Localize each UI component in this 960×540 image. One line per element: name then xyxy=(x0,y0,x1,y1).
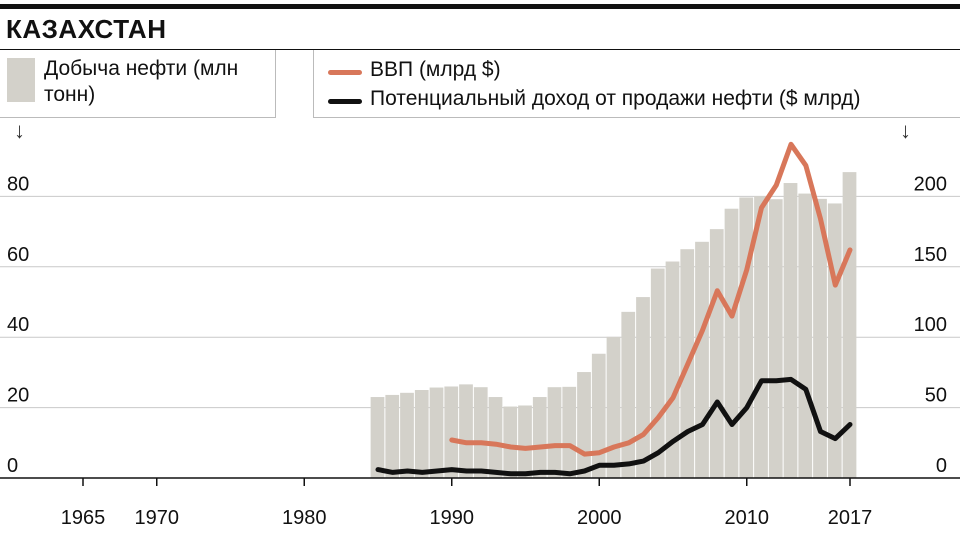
bar-oil-1997 xyxy=(547,387,562,478)
right-tick-label: 0 xyxy=(936,455,947,477)
left-tick-label: 0 xyxy=(7,455,18,477)
x-tick-label: 1965 xyxy=(61,507,106,529)
right-axis-arrow-icon: ↓ xyxy=(900,118,911,143)
right-tick-label: 100 xyxy=(914,314,947,336)
right-tick-label: 200 xyxy=(914,173,947,195)
right-tick-label: 150 xyxy=(914,244,947,266)
x-tick-label: 2000 xyxy=(577,507,622,529)
bar-oil-2008 xyxy=(709,229,724,478)
bar-oil-1987 xyxy=(400,392,414,478)
x-tick-label: 2017 xyxy=(828,507,873,529)
legend-gdp-line xyxy=(328,70,362,75)
bar-oil-2001 xyxy=(606,336,621,478)
bar-oil-1995 xyxy=(518,405,532,478)
x-tick-label: 1980 xyxy=(282,507,327,529)
right-tick-label: 50 xyxy=(925,385,947,407)
legend-lines-box: ВВП (млрд $) Потенциальный доход от прод… xyxy=(313,50,960,118)
bar-oil-2002 xyxy=(621,311,636,478)
bar-oil-1989 xyxy=(429,387,444,478)
bar-oil-2017 xyxy=(842,172,857,478)
bar-oil-2011 xyxy=(754,196,768,478)
bar-oil-1988 xyxy=(414,390,429,478)
bar-oil-2015 xyxy=(813,198,827,478)
legend-oil-box: Добыча нефти (млн тонн) xyxy=(0,50,276,118)
legend-revenue-line xyxy=(328,99,362,104)
bar-oil-1996 xyxy=(532,397,547,478)
left-axis-arrow-icon: ↓ xyxy=(14,118,25,143)
left-tick-label: 20 xyxy=(7,385,29,407)
legend-gdp-label: ВВП (млрд $) xyxy=(370,58,501,81)
x-tick-label: 1990 xyxy=(430,507,475,529)
bar-oil-2013 xyxy=(783,183,798,479)
left-tick-label: 80 xyxy=(7,173,29,195)
bar-oil-2003 xyxy=(636,297,650,478)
title-rule xyxy=(0,49,960,50)
bar-oil-1998 xyxy=(562,386,577,478)
bar-oil-2007 xyxy=(695,241,709,478)
bar-oil-2009 xyxy=(724,208,739,478)
bar-oil-1993 xyxy=(488,397,503,478)
bar-oil-2005 xyxy=(665,261,680,478)
bar-oil-2014 xyxy=(798,193,813,479)
chart-title: КАЗАХСТАН xyxy=(6,14,167,44)
left-tick-label: 60 xyxy=(7,244,29,266)
bar-oil-2012 xyxy=(768,199,783,478)
bar-oil-1994 xyxy=(503,406,518,478)
bar-oil-1985 xyxy=(370,397,385,478)
bar-oil-1986 xyxy=(385,394,400,478)
legend-oil-swatch xyxy=(7,58,35,102)
legend-revenue-label: Потенциальный доход от продажи нефти ($ … xyxy=(370,87,861,110)
bar-oil-1991 xyxy=(459,384,473,478)
left-tick-label: 40 xyxy=(7,314,29,336)
bar-oil-1990 xyxy=(444,386,459,478)
bar-oil-2000 xyxy=(591,353,606,478)
top-rule xyxy=(0,4,960,9)
line-revenue xyxy=(375,376,853,477)
x-tick-label: 1970 xyxy=(135,507,180,529)
bar-oil-1999 xyxy=(577,372,591,478)
bar-oil-2010 xyxy=(739,197,754,478)
bar-oil-1992 xyxy=(473,387,488,478)
legend-oil-label: Добыча нефти (млн тонн) xyxy=(44,57,239,106)
line-gdp xyxy=(449,141,853,457)
x-tick-label: 2010 xyxy=(725,507,770,529)
